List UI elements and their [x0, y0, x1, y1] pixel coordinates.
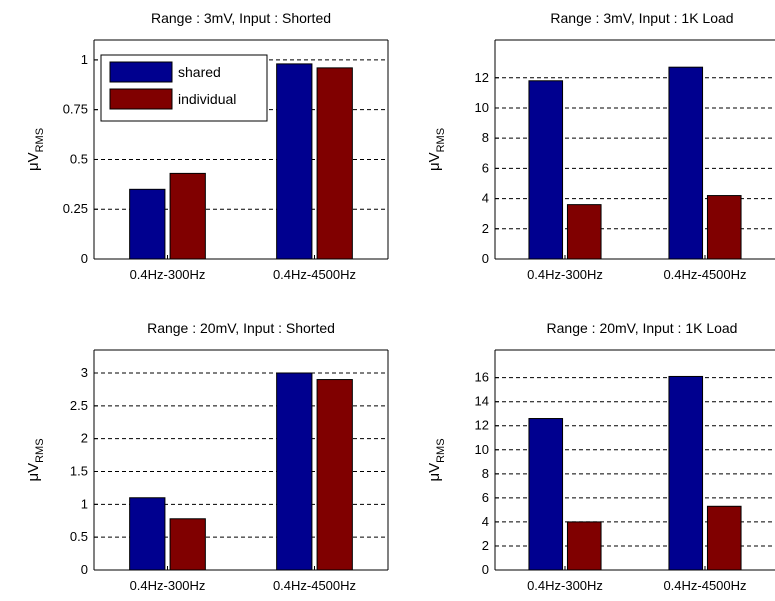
bar-shared-1	[129, 497, 166, 571]
bar-individual-2	[706, 195, 742, 260]
x-tick-label: 0.4Hz-300Hz	[130, 267, 206, 282]
chart-title: Range : 3mV, Input : 1K Load	[550, 10, 733, 26]
x-tick-label: 0.4Hz-300Hz	[527, 578, 603, 593]
bar-individual-1	[566, 521, 602, 571]
chart-panel-2: 0 2 4 6 8 10 12 0.4Hz-300Hz 0.4Hz-4500Hz Range : …	[426, 10, 775, 282]
x-tick-label: 0.4Hz-4500Hz	[663, 578, 746, 593]
y-tick-label: 0.5	[70, 151, 88, 166]
chart-panel-4: 0 2 4 6 8 10 12 14 16 0.4Hz-300Hz 0.4Hz-4500Hz Rang…	[426, 320, 775, 593]
y-tick-label: 0	[81, 251, 88, 266]
x-tick-label: 0.4Hz-300Hz	[527, 267, 603, 282]
bar-individual-2	[316, 379, 353, 571]
legend-swatch-individual	[109, 88, 173, 110]
y-axis-label: μVRMS	[25, 438, 46, 481]
y-tick-label: 6	[482, 160, 489, 175]
y-tick-label: 8	[482, 130, 489, 145]
bar-shared-1	[129, 188, 166, 260]
y-tick-label: 3	[81, 365, 88, 380]
legend: shared individual	[100, 54, 268, 122]
y-tick-label: 1.5	[70, 463, 88, 478]
y-tick-label: 10	[475, 100, 489, 115]
y-tick-label: 12	[475, 418, 489, 433]
y-tick-label: 2.5	[70, 398, 88, 413]
y-axis-label: μVRMS	[426, 128, 447, 171]
y-tick-label: 2	[81, 431, 88, 446]
legend-label-individual: individual	[178, 91, 236, 107]
bar-shared-2	[668, 66, 704, 260]
y-tick-label: 10	[475, 442, 489, 457]
y-tick-label: 1	[81, 496, 88, 511]
legend-swatch-shared	[109, 61, 173, 83]
y-tick-label: 12	[475, 70, 489, 85]
y-tick-label: 2	[482, 221, 489, 236]
x-tick-label: 0.4Hz-4500Hz	[273, 267, 356, 282]
x-tick-label: 0.4Hz-4500Hz	[663, 267, 746, 282]
y-tick-label: 16	[475, 370, 489, 385]
y-tick-label: 0.5	[70, 529, 88, 544]
y-axis-label: μVRMS	[426, 438, 447, 481]
legend-label-shared: shared	[178, 64, 221, 80]
y-tick-label: 0	[81, 562, 88, 577]
y-tick-label: 6	[482, 490, 489, 505]
y-tick-label: 4	[482, 514, 489, 529]
bar-shared-2	[276, 63, 313, 260]
y-axis-label: μVRMS	[25, 128, 46, 171]
y-tick-label: 0	[482, 562, 489, 577]
bar-shared-1	[528, 418, 564, 571]
y-tick-label: 1	[81, 52, 88, 67]
y-tick-label: 8	[482, 466, 489, 481]
y-tick-label: 0.25	[63, 201, 88, 216]
chart-title: Range : 20mV, Input : 1K Load	[547, 320, 738, 336]
y-tick-label: 2	[482, 538, 489, 553]
y-tick-label: 0	[482, 251, 489, 266]
bar-individual-1	[169, 518, 206, 571]
x-tick-label: 0.4Hz-300Hz	[130, 578, 206, 593]
bar-individual-2	[706, 505, 742, 571]
y-tick-label: 14	[475, 394, 489, 409]
x-tick-label: 0.4Hz-4500Hz	[273, 578, 356, 593]
chart-title: Range : 20mV, Input : Shorted	[147, 320, 335, 336]
bar-shared-2	[276, 372, 313, 571]
bar-shared-2	[668, 375, 704, 571]
y-tick-label: 0.75	[63, 102, 88, 117]
chart-panel-1: 0 0.25 0.5 0.75 1 0.4Hz-300Hz 0.4Hz-4500Hz Rang…	[25, 10, 389, 282]
bar-individual-2	[316, 67, 353, 260]
bar-individual-1	[566, 204, 602, 260]
bar-individual-1	[169, 172, 206, 260]
y-tick-label: 4	[482, 191, 489, 206]
bar-shared-1	[528, 80, 564, 260]
chart-title: Range : 3mV, Input : Shorted	[151, 10, 331, 26]
chart-panel-3: 0 0.5 1 1.5 2 2.5 3 0.4Hz-300Hz 0.4Hz-4500Hz Rang…	[25, 320, 389, 593]
